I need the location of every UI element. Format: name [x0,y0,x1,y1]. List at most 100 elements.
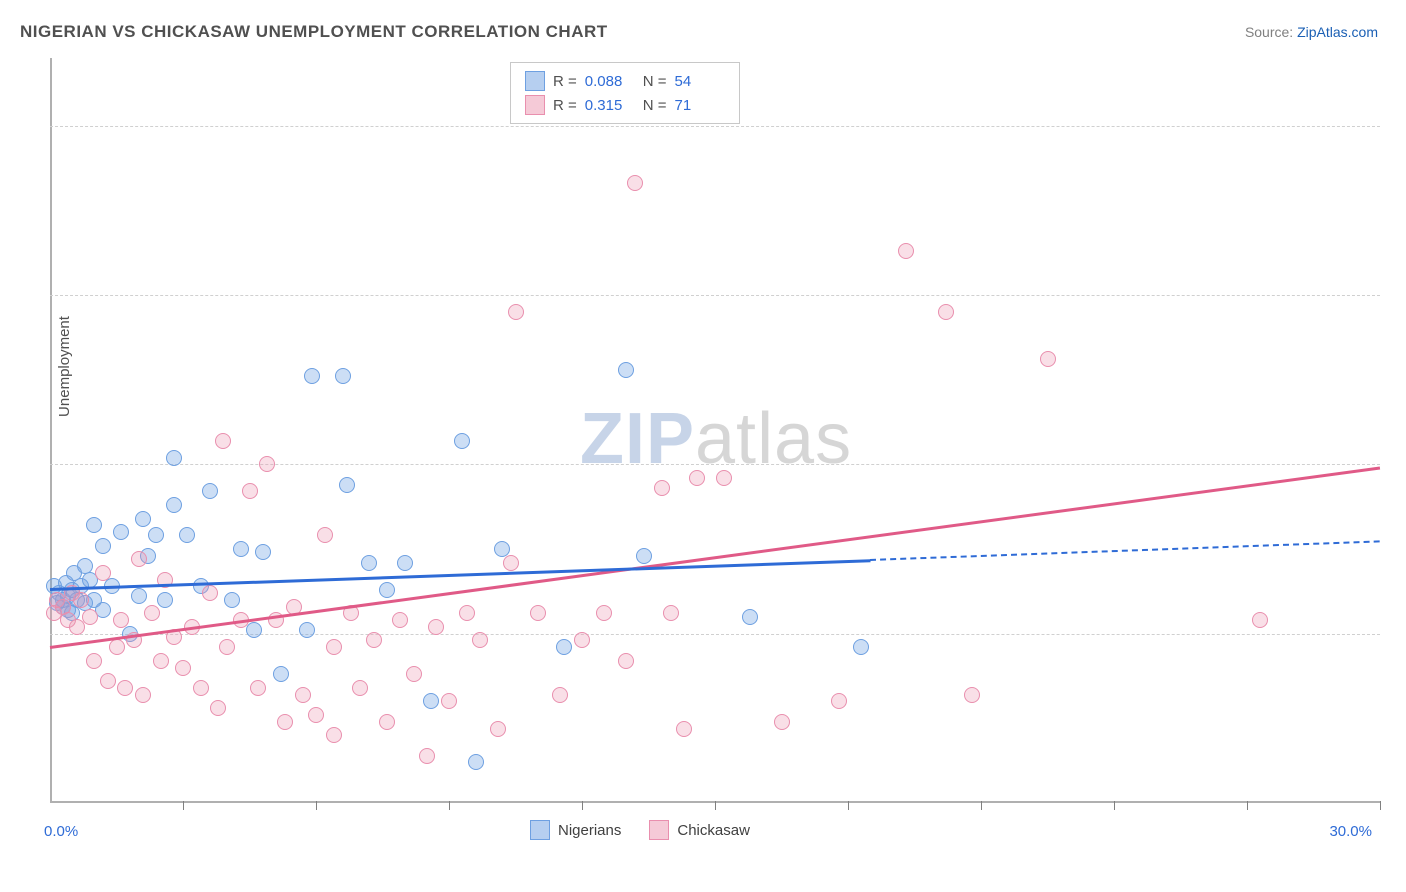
n-label: N = [643,97,667,114]
data-point [556,639,572,655]
data-point [774,714,790,730]
chart-title: NIGERIAN VS CHICKASAW UNEMPLOYMENT CORRE… [20,22,608,42]
x-tick [1114,801,1115,810]
data-point [397,555,413,571]
data-point [255,544,271,560]
data-point [326,639,342,655]
data-point [530,605,546,621]
x-origin-label: 0.0% [44,823,78,840]
data-point [299,622,315,638]
legend-row-nigerians: R = 0.088 N = 54 [525,69,725,93]
data-point [459,605,475,621]
data-point [742,609,758,625]
data-point [508,304,524,320]
swatch-pink [649,820,669,840]
data-point [468,754,484,770]
data-point [454,433,470,449]
data-point [552,687,568,703]
x-max-label: 30.0% [1329,823,1372,840]
data-point [636,548,652,564]
data-point [339,477,355,493]
data-point [490,721,506,737]
scatter-chart: ZIPatlas 5.0%10.0%15.0%20.0% Unemploymen… [50,58,1380,838]
y-axis [50,58,52,803]
n-label: N = [643,73,667,90]
r-label: R = [553,97,577,114]
legend-item-chickasaw: Chickasaw [649,820,750,840]
swatch-blue [525,71,545,91]
data-point [131,588,147,604]
source-link[interactable]: ZipAtlas.com [1297,24,1378,40]
data-point [406,666,422,682]
data-point [596,605,612,621]
data-point [166,497,182,513]
data-point [69,619,85,635]
data-point [153,653,169,669]
data-point [135,687,151,703]
data-point [148,527,164,543]
data-point [113,524,129,540]
data-point [219,639,235,655]
data-point [202,483,218,499]
data-point [277,714,293,730]
n-value-nigerians: 54 [675,73,725,90]
data-point [273,666,289,682]
x-tick [183,801,184,810]
data-point [233,541,249,557]
plot-area: ZIPatlas 5.0%10.0%15.0%20.0% [50,58,1380,838]
data-point [627,175,643,191]
data-point [304,368,320,384]
data-point [716,470,732,486]
series-legend: Nigerians Chickasaw [530,820,750,840]
data-point [109,639,125,655]
x-tick [981,801,982,810]
data-point [326,727,342,743]
data-point [419,748,435,764]
legend-label-nigerians: Nigerians [558,822,621,839]
data-point [853,639,869,655]
data-point [113,612,129,628]
data-point [423,693,439,709]
source-prefix: Source: [1245,24,1297,40]
data-point [366,632,382,648]
data-point [831,693,847,709]
legend-label-chickasaw: Chickasaw [677,822,750,839]
data-point [131,551,147,567]
x-tick [582,801,583,810]
r-label: R = [553,73,577,90]
data-point [689,470,705,486]
data-point [175,660,191,676]
grid-line [50,295,1380,296]
swatch-pink [525,95,545,115]
grid-line [50,464,1380,465]
x-tick [1380,801,1381,810]
y-axis-label: Unemployment [56,316,73,417]
data-point [676,721,692,737]
data-point [392,612,408,628]
legend-item-nigerians: Nigerians [530,820,621,840]
source-attribution: Source: ZipAtlas.com [1245,24,1378,40]
data-point [1252,612,1268,628]
data-point [503,555,519,571]
data-point [100,673,116,689]
data-point [86,517,102,533]
data-point [246,622,262,638]
data-point [179,527,195,543]
data-point [144,605,160,621]
grid-line [50,126,1380,127]
r-value-nigerians: 0.088 [585,73,635,90]
data-point [250,680,266,696]
x-tick [1247,801,1248,810]
data-point [73,592,89,608]
correlation-legend: R = 0.088 N = 54 R = 0.315 N = 71 [510,62,740,124]
x-tick [715,801,716,810]
data-point [224,592,240,608]
swatch-blue [530,820,550,840]
x-tick [848,801,849,810]
data-point [428,619,444,635]
x-tick [316,801,317,810]
data-point [242,483,258,499]
data-point [295,687,311,703]
data-point [335,368,351,384]
data-point [618,653,634,669]
